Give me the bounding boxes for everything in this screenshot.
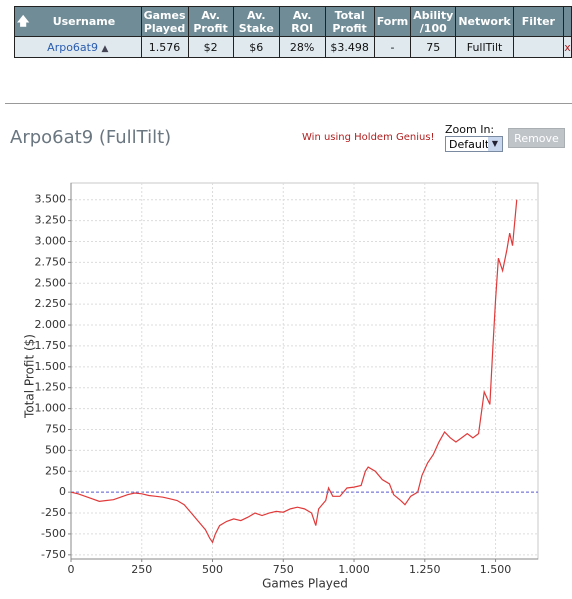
delete-cell[interactable]: x (563, 36, 572, 58)
promo-link[interactable]: Win using Holdem Genius! (302, 132, 435, 143)
y-tick-label: 250 (45, 464, 66, 477)
cell: 28% (278, 36, 326, 58)
header-row: 🡅 Username Games Played Av. Profit Av. St… (14, 6, 572, 37)
zoom-option: Default (449, 138, 490, 151)
header-cell[interactable]: Network (455, 6, 514, 37)
plot-area (70, 182, 539, 560)
y-tick-label: 3.000 (35, 234, 67, 247)
y-tick-label: 2.500 (35, 276, 67, 289)
y-tick-label: -750 (41, 548, 66, 561)
cell: Arpo6at9 ▲ (14, 36, 142, 58)
profile-heading: Arpo6at9 (FullTilt) (10, 127, 172, 148)
y-tick-label: 500 (45, 443, 66, 456)
y-tick-label: 1.250 (35, 381, 67, 394)
y-tick-label: 3.500 (35, 193, 67, 206)
sort-arrow[interactable]: 🡅 (17, 14, 30, 28)
x-tick-label: 1.500 (480, 563, 512, 576)
x-tick-label: 250 (131, 563, 152, 576)
divider (5, 103, 572, 104)
y-tick-label: 3.250 (35, 214, 67, 227)
x-tick-label: 1.000 (338, 563, 370, 576)
cell: 75 (410, 36, 457, 58)
y-tick-label: 2.750 (35, 255, 67, 268)
header-text: Username (52, 15, 116, 28)
user-link[interactable]: Arpo6at9 (47, 40, 98, 54)
y-tick-label: 750 (45, 422, 66, 435)
y-tick-label: 2.000 (35, 318, 67, 331)
x-tick-label: 750 (273, 563, 294, 576)
header-cell[interactable]: Av. Stake (232, 6, 280, 37)
user-icon: ▲ (101, 43, 109, 54)
y-tick-label: -500 (41, 527, 66, 540)
x-axis-label: Games Played (262, 577, 348, 591)
header-cell[interactable]: Total Profit (324, 6, 375, 37)
y-axis-label: Total Profit ($) (23, 334, 37, 419)
y-tick-label: 1.750 (35, 339, 67, 352)
x-tick-label: 1.250 (409, 563, 441, 576)
y-tick-label: -250 (41, 506, 66, 519)
cell: - (373, 36, 412, 58)
cell (512, 36, 565, 58)
stats-table: 🡅 Username Games Played Av. Profit Av. St… (14, 6, 572, 58)
cell: $3.498 (324, 36, 375, 58)
select-arrow: ▼ (488, 137, 502, 151)
y-tick-label: 1.000 (35, 402, 67, 415)
header-cell[interactable]: Games Played (140, 6, 189, 37)
cell: FullTilt (455, 36, 514, 58)
header-cell[interactable]: Av. Profit (187, 6, 234, 37)
remove-button[interactable]: Remove (508, 128, 565, 148)
header-cell[interactable]: 🡅 Username (14, 6, 142, 37)
header-cell (563, 6, 572, 37)
x-tick-label: 500 (202, 563, 223, 576)
header-cell[interactable]: Ability /100 (410, 6, 457, 37)
zoom-label: Zoom In: (445, 123, 495, 136)
profit-line (70, 199, 518, 544)
header-cell[interactable]: Filter (512, 6, 565, 37)
cell: $6 (232, 36, 280, 58)
cell: $2 (187, 36, 234, 58)
zoom-select[interactable]: Default ▼ (445, 136, 503, 152)
cell: 1.576 (140, 36, 189, 58)
header-cell[interactable]: Form (373, 6, 412, 37)
y-tick-label: 2.250 (35, 297, 67, 310)
data-row: Arpo6at9 ▲ 1.576 $2 $6 28% $3.498 - 75 F… (14, 36, 572, 58)
y-tick-label: 1.500 (35, 360, 67, 373)
header-cell[interactable]: Av. ROI (278, 6, 326, 37)
chart: Total Profit ($) Games Played -750 -500 -2… (23, 182, 539, 591)
y-tick-label: 0 (59, 485, 66, 498)
x-tick-label: 0 (68, 563, 75, 576)
